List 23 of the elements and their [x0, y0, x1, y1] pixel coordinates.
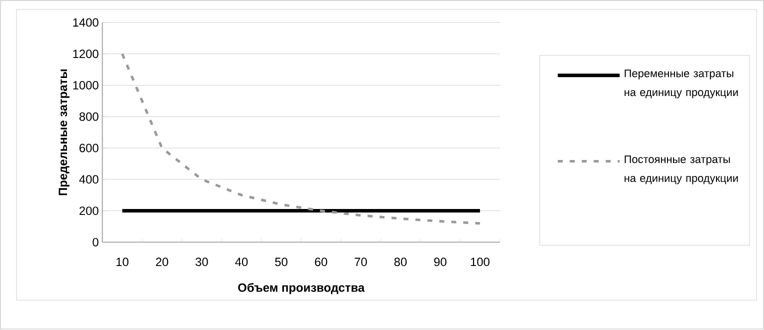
x-tick-label: 90 — [434, 258, 446, 266]
y-tick-label: 0 — [92, 238, 98, 247]
y-tick-label: 800 — [79, 112, 98, 122]
x-tick-label: 100 — [470, 258, 490, 266]
y-tick-label: 200 — [80, 206, 98, 216]
x-tick-label: 30 — [196, 258, 208, 266]
text: Постоянные затраты на единицу продукции — [624, 156, 738, 184]
text: Переменные затраты на единицу продукции — [624, 70, 738, 99]
y-tick-label: 1400 — [73, 18, 98, 27]
x-tick-label: 20 — [156, 258, 168, 266]
x-tick-label: 40 — [235, 258, 248, 266]
x-tick-label: 80 — [394, 258, 407, 266]
x-tick-label: 50 — [275, 258, 288, 266]
y-axis-title: Предельные затраты — [58, 70, 70, 196]
x-tick-label: 70 — [354, 258, 367, 266]
x-tick-label: 60 — [314, 258, 328, 266]
y-tick-label: 1200 — [73, 50, 98, 58]
y-tick-label: 600 — [80, 144, 98, 152]
x-axis-title: Объем производства — [238, 283, 365, 294]
line-series — [121, 52, 482, 225]
x-tick-label: 10 — [116, 258, 128, 266]
y-tick-label: 1000 — [73, 81, 98, 90]
y-tick-label: 400 — [79, 175, 98, 184]
